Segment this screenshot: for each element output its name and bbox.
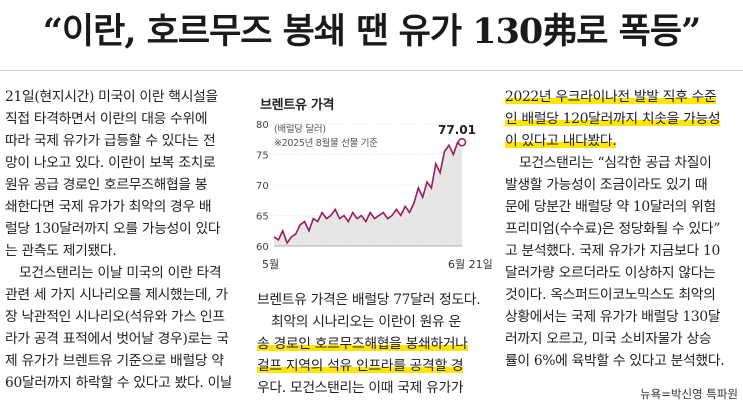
x-tick-label: 5월 xyxy=(262,258,279,271)
text-line: 발생할 가능성이 조금이라도 있기 때 xyxy=(505,177,708,193)
text-line: 문에 당분간 배럴당 약 10달러의 위험 xyxy=(505,199,716,215)
chart-unit: (배럴당 달러) xyxy=(274,124,326,135)
headline: “이란, 호르무즈 봉쇄 땐 유가 130弗로 폭등” xyxy=(42,11,701,52)
text-line-content: 최악의 시나리오는 이란이 원유 운 xyxy=(271,314,461,330)
text-line: 원유 공급 경로인 호르무즈해협을 봉 xyxy=(5,177,208,193)
chart-title: 브렌트유 가격 xyxy=(260,98,335,113)
text-line: 률이 6%에 육박할 수 있다고 분석했다. xyxy=(505,353,725,369)
article-column-3: 2022년 우크라이나전 발발 직후 수준 인 배럴당 120달러까지 치솟을 … xyxy=(505,86,738,372)
last-point-marker xyxy=(457,137,467,147)
chart-plot: 80 75 70 65 60 77.01 5월 6월 21일 xyxy=(256,120,493,271)
byline: 뉴욕=박신영 특파원 xyxy=(640,387,738,401)
text-line: 송 경로인 호르무즈해협을 봉쇄하거나 xyxy=(257,333,492,355)
text-line: 상황에서는 국제 유가가 배럴당 130달 xyxy=(505,309,721,325)
highlighted-text: 걸프 지역의 석유 인프라를 공격할 경 xyxy=(257,358,464,374)
text-line: 달러가량 오르더라도 이상하지 않다는 xyxy=(505,265,716,281)
text-line: 고 분석했다. 국제 유가가 지금보다 10 xyxy=(505,243,720,259)
text-line: 모건스탠리는 이날 미국의 이란 타격 xyxy=(5,262,231,284)
text-line: 모건스탠리는 “심각한 공급 차질이 xyxy=(505,152,738,174)
text-line: 따라 국제 유가가 급등할 수 있다는 전 xyxy=(5,133,216,149)
y-tick-label: 60 xyxy=(256,242,269,253)
highlighted-text: 2022년 우크라이나전 발발 직후 수준 xyxy=(505,89,717,105)
y-tick-label: 80 xyxy=(256,120,269,131)
price-line xyxy=(273,141,463,245)
text-line: 2022년 우크라이나전 발발 직후 수준 xyxy=(505,86,738,108)
text-line: 럴당 130달러까지 오를 가능성이 있다 xyxy=(5,221,221,237)
text-line: 브렌트유 가격은 배럴당 77달러 정도다. xyxy=(257,292,481,308)
price-area xyxy=(274,142,462,246)
article-column-2: 브렌트유 가격은 배럴당 77달러 정도다. 최악의 시나리오는 이란이 원유 … xyxy=(257,289,492,399)
text-line: 는 관측도 제기됐다. xyxy=(5,243,117,259)
text-line: 직접 타격하면서 이란의 대응 수위에 xyxy=(5,111,208,127)
headline-divider xyxy=(0,70,743,71)
text-line: 60달러까지 하락할 수 있다고 봤다. 이날 xyxy=(5,375,231,391)
article-column-1: 21일(현지시간) 미국이 이란 핵시설을 직접 타격하면서 이란의 대응 수위… xyxy=(5,86,231,394)
chart-note: ※2025년 8월물 선물 기준 xyxy=(274,138,378,149)
y-tick-label: 70 xyxy=(256,181,269,192)
text-line: 것이다. 옥스퍼드이코노믹스도 최악의 xyxy=(505,287,716,303)
text-line: 장 낙관적인 시나리오(석유와 가스 인프 xyxy=(5,309,225,325)
brent-price-chart: 브렌트유 가격 (배럴당 달러) ※2025년 8월물 선물 기준 80 75 70… xyxy=(252,86,497,282)
y-tick-label: 75 xyxy=(256,151,269,162)
text-line: 프리미엄(수수료)은 정당화될 수 있다” xyxy=(505,221,721,237)
text-line: 21일(현지시간) 미국이 이란 핵시설을 xyxy=(5,89,218,105)
text-line: 관련 세 가지 시나리오를 제시했는데, 가 xyxy=(5,287,228,303)
text-line: 라가 공격 표적에서 벗어날 경우)로는 국 xyxy=(5,331,229,347)
text-line: 이 있다고 내다봤다. xyxy=(505,130,738,152)
highlighted-text: 인 배럴당 120달러까지 치솟을 가능성 xyxy=(505,111,721,127)
highlighted-text: 송 경로인 호르무즈해협을 봉쇄하거나 xyxy=(257,336,468,352)
text-line: 제 유가가 브렌트유 기준으로 배럴당 약 xyxy=(5,353,224,369)
text-line-content: 모건스탠리는 이날 미국의 이란 타격 xyxy=(19,265,222,281)
text-line-content: 모건스탠리는 “심각한 공급 차질이 xyxy=(519,155,712,171)
text-line: 걸프 지역의 석유 인프라를 공격할 경 xyxy=(257,355,492,377)
x-tick-label: 6월 21일 xyxy=(448,257,493,271)
text-line: 우다. 모건스탠리는 이때 국제 유가가 xyxy=(257,380,464,396)
text-line: 쇄한다면 국제 유가가 최악의 경우 배 xyxy=(5,199,212,215)
text-line: 인 배럴당 120달러까지 치솟을 가능성 xyxy=(505,108,738,130)
text-line: 망이 나오고 있다. 이란이 보복 조치로 xyxy=(5,155,216,171)
last-value-label: 77.01 xyxy=(438,123,476,137)
text-line: 최악의 시나리오는 이란이 원유 운 xyxy=(257,311,492,333)
text-line: 러까지 오르고, 미국 소비자물가 상승 xyxy=(505,331,712,347)
highlighted-text: 이 있다고 내다봤다. xyxy=(505,133,617,149)
y-tick-label: 65 xyxy=(256,212,269,223)
